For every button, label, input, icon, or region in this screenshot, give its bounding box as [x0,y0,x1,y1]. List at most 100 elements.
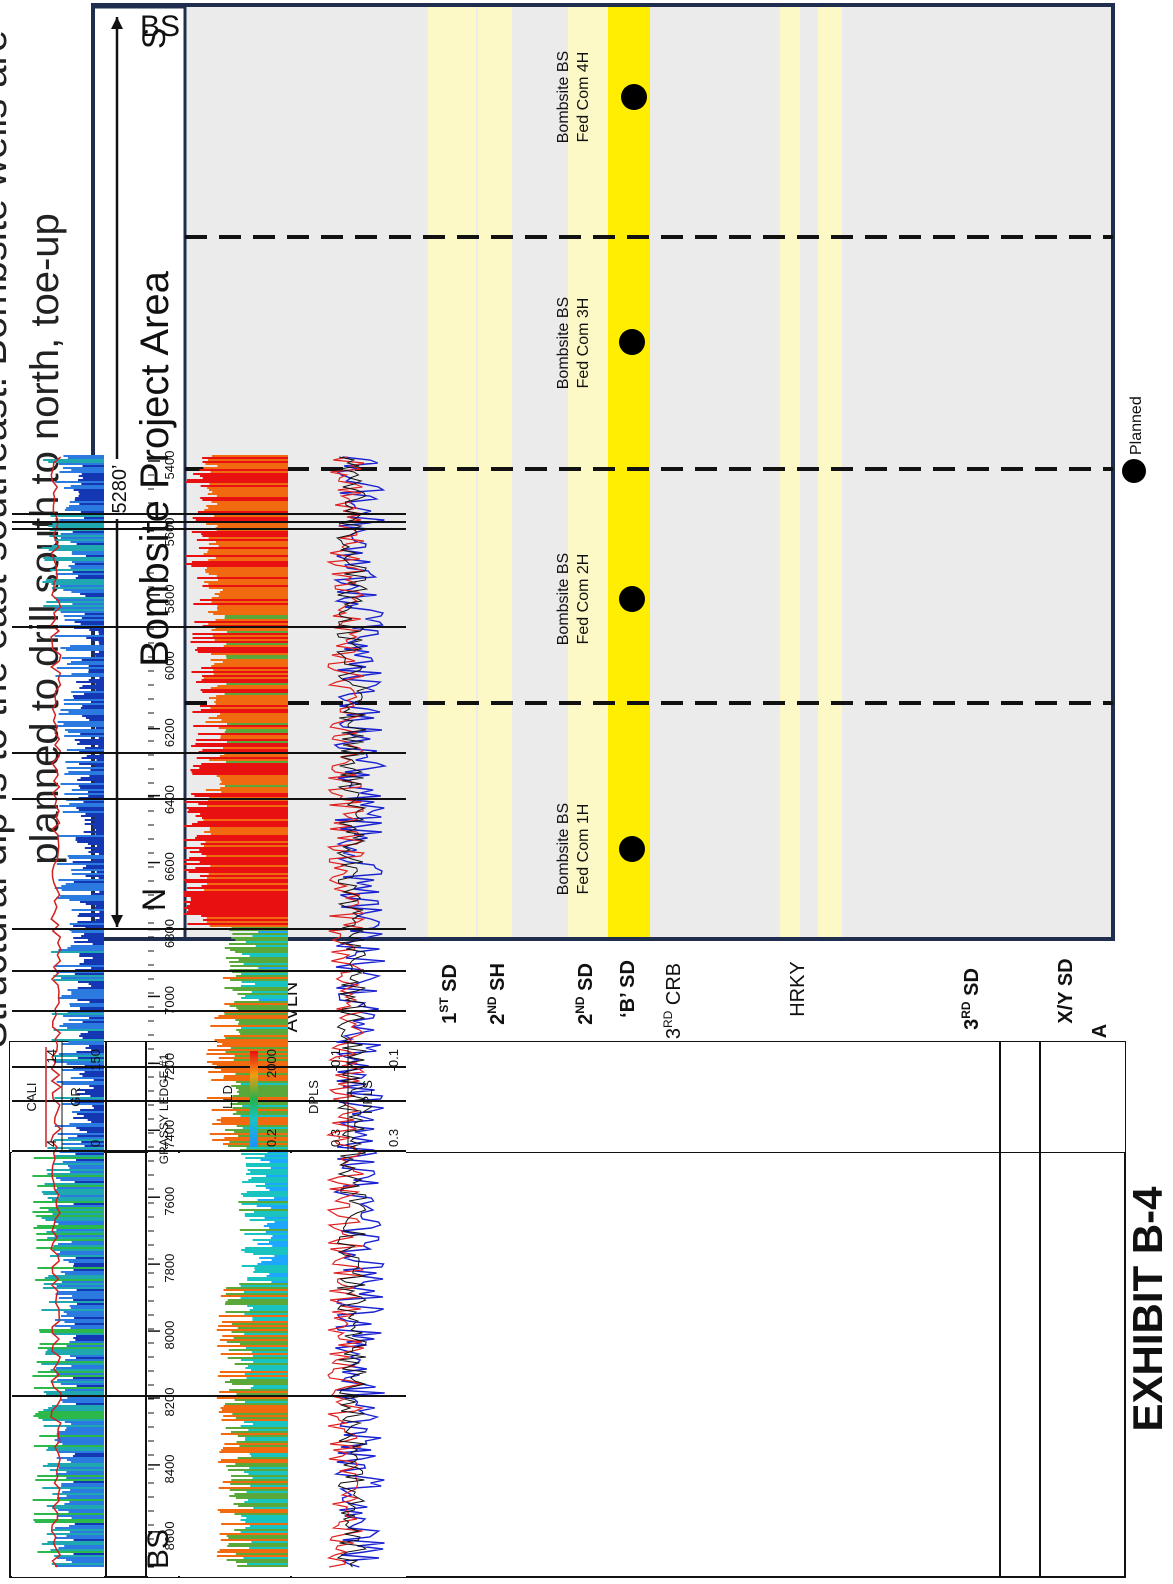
gr-sample [89,775,104,777]
gr-sample [39,1331,105,1333]
lld-sample [208,507,288,509]
gr-sample [51,545,104,547]
lld-sample [251,1455,288,1457]
gr-sample [47,1463,104,1465]
lld-sample [207,883,288,885]
gr-sample [85,595,104,597]
lld-sample [252,1477,288,1479]
gr-sample [89,1017,104,1019]
gr-sample [41,1543,104,1545]
lld-sample [220,1353,288,1355]
gr-sample [98,631,104,633]
gr-sample [69,1123,104,1125]
lld-sample [248,1179,289,1181]
lld-sample [201,915,289,917]
lld-sample [204,509,289,511]
gr-sample [72,1377,104,1379]
gr-sample [53,1163,104,1165]
lld-sample [205,463,288,465]
lld-sample [251,991,288,993]
lld-sample [208,1071,288,1073]
lld-sample [238,1023,289,1025]
gr-sample [95,727,104,729]
gr-sample [76,1385,104,1387]
gr-sample [54,539,104,541]
gr-sample [51,587,104,589]
lld-sample [224,1443,288,1445]
gr-sample [75,1339,105,1341]
lld-sample [202,457,288,459]
lld-sample [237,1327,288,1329]
npls-min: 0.3 [386,1129,401,1147]
gr-sample [71,931,104,933]
lld-sample [208,611,289,613]
gr-sample [84,823,105,825]
dpls-label: DPLS [306,1080,321,1114]
lld-sample [220,1295,288,1297]
gr-sample [80,787,104,789]
gr-sample [82,1037,104,1039]
gr-sample [46,1231,104,1233]
depth-tick-label: 5800 [162,584,177,613]
lld-sample [209,1133,288,1135]
lld-sample [192,517,288,519]
gr-sample [56,1457,104,1459]
gr-sample [82,715,104,717]
gr-sample [78,575,104,577]
gr-sample [70,661,104,663]
gr-sample [85,747,105,749]
gr-sample [84,959,104,961]
lld-sample [246,1377,288,1379]
lld-sample [224,617,288,619]
gr-sample [77,987,105,989]
gr-sample [81,473,104,475]
gr-sample [71,673,104,675]
lld-sample [239,1343,288,1345]
lld-sample [209,489,288,491]
gr-sample [98,877,104,879]
lld-sample [199,469,288,471]
lld-sample [254,983,289,985]
lld-sample [211,1109,288,1111]
gr-sample [54,1221,104,1223]
gr-sample [74,1317,104,1319]
gr-sample [61,1485,104,1487]
lld-sample [202,585,288,587]
lld-sample [217,465,288,467]
lld-sample [269,1161,289,1163]
lld-sample [246,1191,288,1193]
lld-sample [186,911,288,913]
gr-sample [70,645,104,647]
lld-sample [264,1155,288,1157]
gr-sample [58,1451,104,1453]
lld-sample [249,955,288,957]
lld-sample [218,579,288,581]
gr-sample [54,607,104,609]
depth-tick-label: 6200 [162,718,177,747]
lld-sample [218,1461,289,1463]
gr-sample [36,1247,104,1249]
gr-sample [91,1049,104,1051]
lld-sample [241,953,289,955]
lld-sample [216,1041,288,1043]
lld-sample [240,1519,289,1521]
cali-max: 14 [44,1049,59,1063]
lld-sample [200,485,288,487]
gr-sample [69,1525,104,1527]
gr-sample [91,893,104,895]
lld-sample [237,1457,288,1459]
lld-sample [240,1297,288,1299]
lld-sample [202,535,288,537]
gr-label: GR [68,1087,83,1107]
lld-sample [229,1141,289,1143]
lld-sample [230,1483,288,1485]
lld-sample [245,1439,288,1441]
gr-sample [48,1209,104,1211]
lld-sample [236,1441,288,1443]
lld-sample [206,1097,288,1099]
gr-sample [91,639,104,641]
lld-sample [184,901,288,903]
lld-sample [211,629,288,631]
lld-sample [234,1513,288,1515]
lld-sample [217,1551,288,1553]
